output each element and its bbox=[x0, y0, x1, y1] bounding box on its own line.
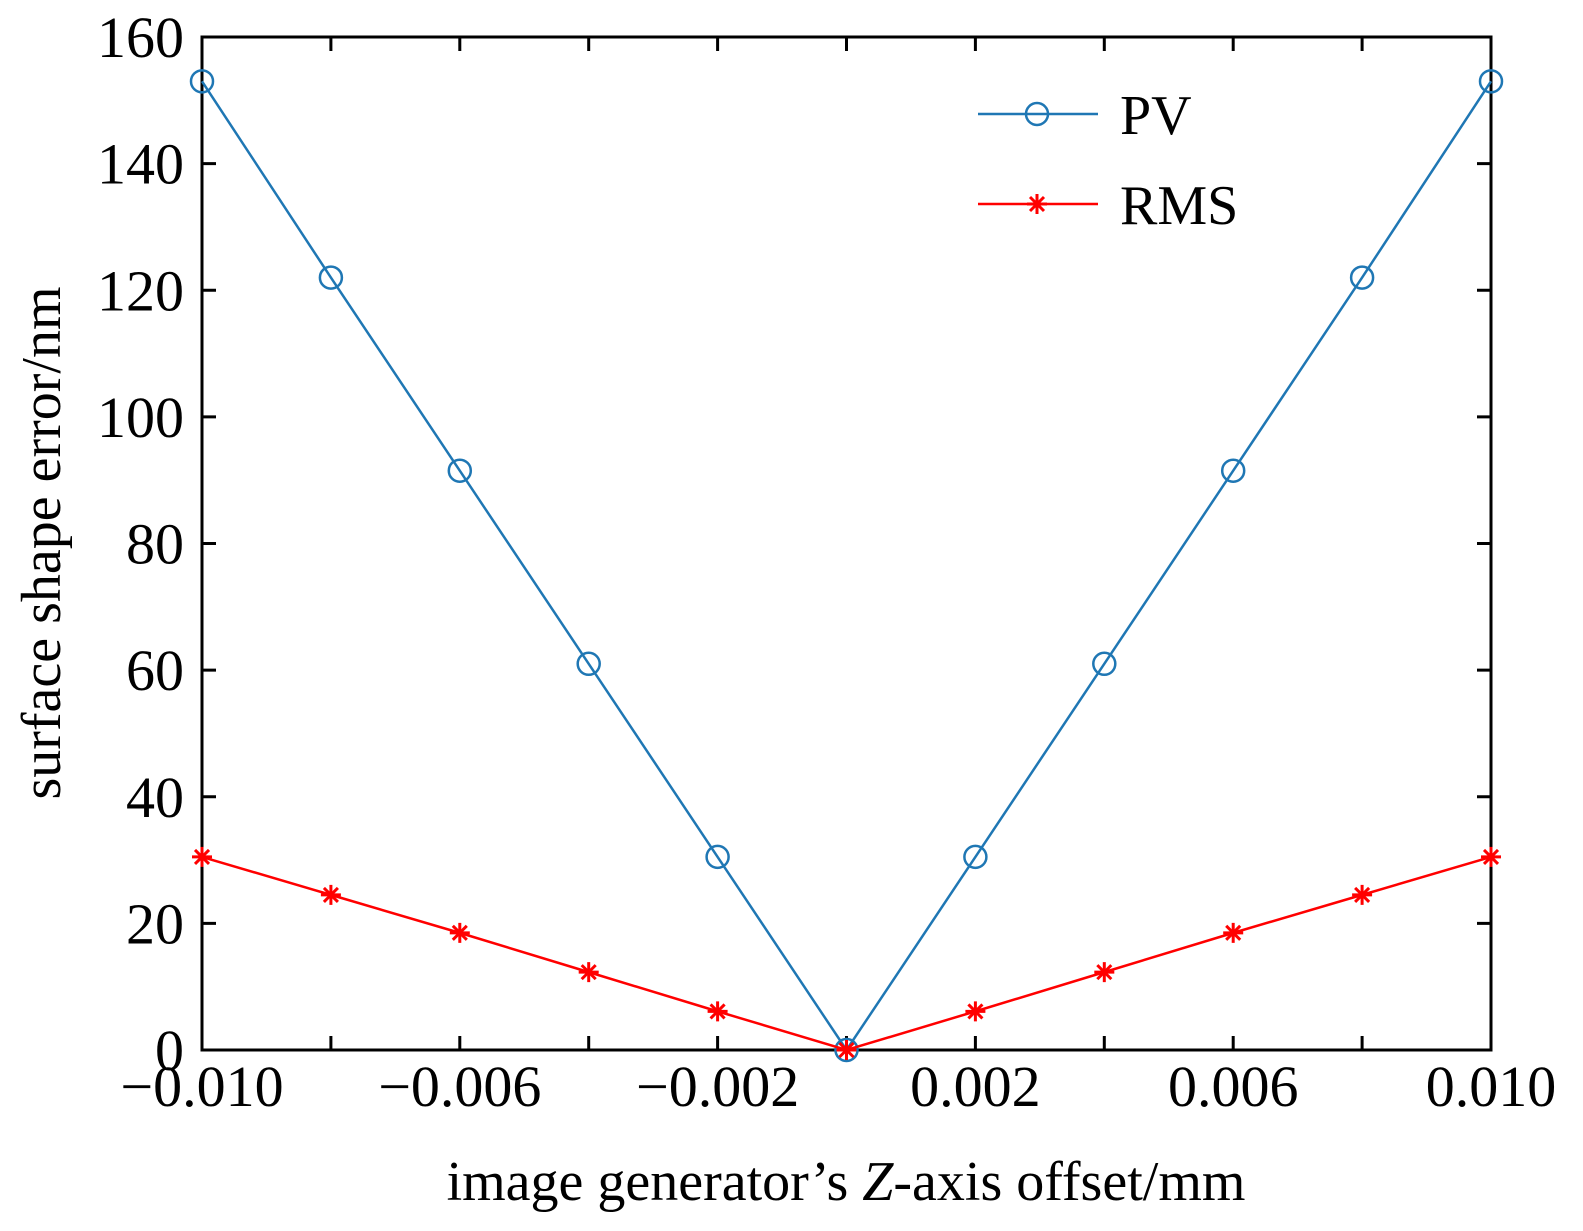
data-point-rms bbox=[578, 962, 599, 983]
legend-label: RMS bbox=[1120, 175, 1238, 237]
legend-marker bbox=[1024, 101, 1050, 127]
data-point-rms bbox=[1352, 884, 1373, 905]
y-tick-label: 20 bbox=[126, 891, 184, 956]
data-point-pv bbox=[318, 265, 344, 290]
data-point-rms bbox=[1223, 922, 1244, 943]
y-axis-title: surface shape error/nm bbox=[11, 286, 73, 799]
legend: PV RMS bbox=[978, 85, 1238, 237]
y-tick-label: 80 bbox=[126, 512, 184, 577]
data-point-rms bbox=[1481, 846, 1501, 867]
data-point-pv bbox=[1092, 651, 1117, 677]
data-point-pv bbox=[189, 69, 215, 94]
data-point-pv bbox=[1349, 265, 1375, 290]
x-tick-label: −0.002 bbox=[636, 1054, 799, 1119]
legend-label: PV bbox=[1120, 85, 1192, 147]
y-tick-label: 40 bbox=[126, 765, 184, 830]
data-point-pv bbox=[834, 1037, 859, 1063]
x-axis-title-prefix: image generator’s bbox=[447, 1151, 863, 1213]
x-axis: −0.010 −0.006 −0.002 0.002 0.006 0.010 bbox=[120, 37, 1556, 1119]
data-point-rms bbox=[965, 1001, 986, 1022]
data-point-pv bbox=[705, 844, 730, 870]
data-point-rms bbox=[1094, 962, 1115, 983]
data-point-rms bbox=[192, 846, 212, 867]
data-point-rms bbox=[707, 1001, 728, 1022]
x-tick-label: −0.010 bbox=[120, 1054, 283, 1119]
y-tick-label: 60 bbox=[126, 638, 184, 703]
data-point-pv bbox=[1220, 458, 1246, 483]
series-layer bbox=[189, 69, 1504, 1063]
x-tick-label: 0.002 bbox=[910, 1054, 1041, 1119]
data-point-rms bbox=[449, 922, 470, 943]
data-point-pv bbox=[1478, 69, 1504, 94]
legend-marker bbox=[1027, 194, 1047, 214]
series-line-rms bbox=[201, 855, 1492, 1052]
y-tick-label: 160 bbox=[97, 5, 184, 70]
legend-item-rms: RMS bbox=[978, 175, 1238, 237]
data-point-pv bbox=[447, 458, 473, 483]
x-tick-label: −0.006 bbox=[378, 1054, 541, 1119]
x-tick-label: 0.010 bbox=[1426, 1054, 1557, 1119]
x-axis-title: image generator’s Z-axis offset/mm bbox=[447, 1151, 1246, 1213]
x-axis-title-italic: Z bbox=[862, 1151, 894, 1213]
data-point-pv bbox=[576, 651, 601, 677]
x-tick-label: 0.006 bbox=[1168, 1054, 1299, 1119]
data-point-rms bbox=[320, 884, 341, 905]
legend-item-pv: PV bbox=[978, 85, 1192, 147]
y-tick-label: 100 bbox=[97, 385, 184, 450]
series-line-pv bbox=[200, 80, 1493, 1053]
plot-frame bbox=[200, 35, 1493, 1052]
y-axis: 0 20 40 60 80 100 120 140 160 bbox=[97, 5, 1491, 1083]
y-tick-label: 140 bbox=[97, 132, 184, 197]
x-axis-title-suffix: -axis offset/mm bbox=[893, 1151, 1245, 1213]
data-point-rms bbox=[836, 1040, 857, 1060]
y-tick-label: 0 bbox=[155, 1018, 184, 1083]
y-tick-label: 120 bbox=[97, 258, 184, 323]
series-rms bbox=[192, 846, 1501, 1060]
data-point-pv bbox=[963, 844, 988, 870]
